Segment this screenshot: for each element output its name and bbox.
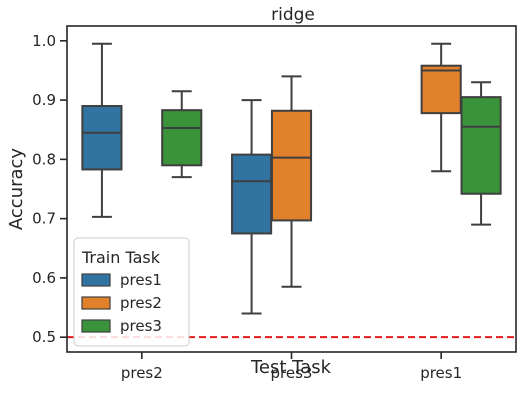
box-pres3-pres1 [460,81,502,226]
box-body [270,109,313,222]
box-pres1-pres2 [81,42,123,218]
x-tick-label: pres3 [271,364,313,382]
legend-swatch-pres1 [81,273,111,287]
box-body [460,96,502,195]
x-tick-label: pres1 [420,364,462,382]
box-body [231,153,273,235]
box-pres2-pres1 [420,42,462,173]
legend-title: Train Task [81,248,161,267]
box-body [161,109,203,167]
y-tick-label: 0.7 [32,210,56,228]
legend-swatch-pres3 [81,319,111,333]
box-body [420,64,462,115]
legend-label-pres3: pres3 [120,317,162,335]
axes: 0.5 0.6 0.7 0.8 0.9 1.0 pres2 pres3 pres1 [32,32,462,382]
y-axis-label: Accuracy [6,148,27,231]
y-tick-label: 0.5 [32,328,56,346]
y-tick-label: 0.9 [32,91,56,109]
box-pres1-pres3 [231,99,273,315]
box-body [81,105,123,171]
y-tick-label: 1.0 [32,32,56,50]
y-tick-label: 0.6 [32,269,56,287]
chart-title: ridge [271,5,315,25]
legend-label-pres2: pres2 [120,294,162,312]
legend: Train Task pres1 pres2 pres3 [73,237,190,347]
y-tick-label: 0.8 [32,150,56,168]
box-pres3-pres2 [161,90,203,179]
box-pres2-pres3 [270,75,313,288]
x-tick-label: pres2 [121,364,163,382]
legend-frame [73,237,190,347]
plot-area [67,42,516,339]
x-axis-label: Test Task [250,357,332,378]
legend-swatch-pres2 [81,296,111,310]
legend-label-pres1: pres1 [120,271,162,289]
